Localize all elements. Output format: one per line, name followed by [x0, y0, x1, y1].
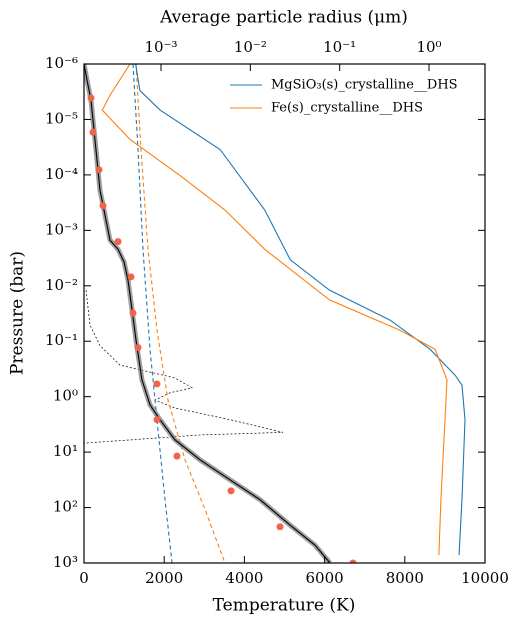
y-tick-label: 10³: [53, 553, 78, 571]
y-tick-label: 10⁻⁵: [45, 109, 78, 127]
x-tick-label: 0: [79, 569, 89, 587]
data-point: [129, 309, 137, 317]
y-axis-label: Pressure (bar): [8, 251, 28, 375]
y-tick-label: 10⁰: [53, 387, 78, 405]
data-point: [89, 128, 97, 136]
y-tick-label: 10⁻²: [45, 276, 78, 294]
x2-axis-label: Average particle radius (μm): [159, 8, 408, 28]
y-tick-label: 10⁻⁶: [45, 54, 78, 72]
series-line: [135, 64, 466, 556]
axes-frame: [83, 63, 486, 564]
data-point: [276, 523, 284, 531]
plot-area: [84, 64, 466, 563]
data-point: [153, 380, 161, 388]
x2-tick-label: 10⁰: [416, 38, 441, 56]
data-point: [114, 238, 122, 246]
data-point: [127, 273, 135, 281]
data-point: [227, 487, 235, 495]
data-point: [173, 452, 181, 460]
data-point: [153, 416, 161, 424]
data-point: [99, 202, 107, 210]
x-tick-label: 6000: [306, 569, 344, 587]
data-point: [349, 559, 357, 563]
data-point: [87, 94, 95, 102]
x-tick-label: 4000: [225, 569, 263, 587]
y-tick-label: 10²: [53, 498, 78, 516]
x-tick-label: 10000: [461, 569, 509, 587]
x-tick-label: 8000: [386, 569, 424, 587]
data-point: [95, 166, 103, 174]
series-line: [132, 64, 173, 563]
x2-tick-label: 10⁻³: [144, 38, 177, 56]
x2-tick-label: 10⁻¹: [323, 38, 356, 56]
legend-label: MgSiO₃(s)_crystalline__DHS: [271, 78, 458, 93]
series-line: [135, 64, 226, 563]
profile-band: [84, 64, 332, 563]
y-tick-label: 10¹: [53, 442, 78, 460]
y-tick-label: 10⁻⁴: [45, 165, 78, 183]
x-axis-label: Temperature (K): [213, 596, 356, 616]
series-line: [101, 64, 448, 556]
legend-label: Fe(s)_crystalline__DHS: [271, 101, 423, 116]
y-tick-label: 10⁻¹: [45, 331, 78, 349]
data-point: [134, 344, 142, 352]
x2-tick-label: 10⁻²: [234, 38, 267, 56]
series-line: [84, 290, 284, 444]
series-line: [84, 64, 331, 563]
x-tick-label: 2000: [145, 569, 183, 587]
y-tick-label: 10⁻³: [45, 220, 78, 238]
